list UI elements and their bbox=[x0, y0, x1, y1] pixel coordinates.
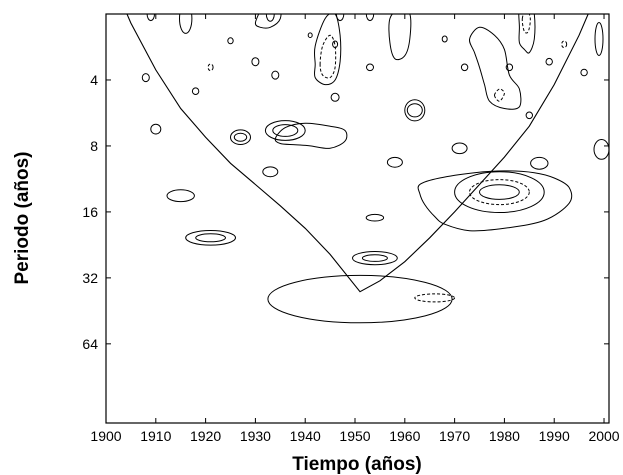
solid-contour bbox=[518, 14, 536, 54]
y-tick-label: 16 bbox=[82, 204, 98, 220]
x-axis: 1900 1910 1920 1930 1940 1950 1960 1970 1980 1990… bbox=[90, 14, 620, 444]
dashed-contour bbox=[319, 34, 337, 79]
solid-contour bbox=[406, 103, 423, 118]
solid-contour bbox=[366, 63, 374, 72]
x-tick-label: 1910 bbox=[140, 428, 171, 444]
x-tick-label: 1960 bbox=[389, 428, 420, 444]
solid-contour bbox=[352, 251, 398, 266]
contours-layer bbox=[141, 0, 609, 324]
solid-contour bbox=[271, 70, 280, 80]
solid-contour bbox=[179, 14, 193, 34]
solid-contour bbox=[545, 57, 553, 66]
dashed-contour bbox=[493, 88, 505, 102]
solid-contour bbox=[150, 123, 162, 135]
solid-contour bbox=[594, 22, 604, 56]
x-tick-label: 1940 bbox=[290, 428, 321, 444]
solid-contour bbox=[166, 189, 195, 203]
dashed-contour bbox=[469, 179, 530, 206]
solid-contour bbox=[479, 184, 520, 200]
y-axis: 4 8 16 32 64 bbox=[82, 72, 609, 352]
solid-contour bbox=[265, 14, 275, 22]
y-tick-label: 64 bbox=[82, 336, 98, 352]
solid-contour bbox=[365, 213, 385, 222]
x-tick-label: 1980 bbox=[489, 428, 520, 444]
solid-contour bbox=[191, 87, 200, 95]
solid-contour bbox=[227, 37, 234, 45]
solid-contour bbox=[404, 99, 426, 122]
y-tick-label: 32 bbox=[82, 270, 98, 286]
solid-contour bbox=[251, 57, 260, 67]
solid-contour bbox=[141, 73, 150, 83]
plot-frame bbox=[105, 13, 610, 424]
y-tick-label: 8 bbox=[90, 138, 98, 154]
y-tick-label: 4 bbox=[90, 72, 98, 88]
dashed-contour bbox=[414, 293, 456, 303]
dashed-contour bbox=[561, 40, 568, 49]
solid-contour bbox=[460, 63, 469, 72]
x-axis-label: Tiempo (años) bbox=[292, 454, 422, 475]
x-tick-label: 2000 bbox=[588, 428, 619, 444]
y-axis-label: Periodo (años) bbox=[12, 151, 33, 284]
solid-contour bbox=[434, 0, 448, 4]
solid-contour bbox=[267, 274, 453, 324]
solid-contour bbox=[505, 63, 514, 72]
x-tick-label: 1920 bbox=[190, 428, 221, 444]
solid-contour bbox=[330, 92, 340, 102]
solid-contour bbox=[468, 26, 522, 110]
solid-contour bbox=[441, 35, 448, 43]
solid-contour bbox=[146, 14, 155, 22]
solid-contour bbox=[525, 111, 533, 120]
x-tick-label: 1950 bbox=[339, 428, 370, 444]
solid-contour bbox=[454, 171, 545, 214]
solid-contour bbox=[335, 14, 345, 22]
x-tick-label: 1930 bbox=[240, 428, 271, 444]
solid-contour bbox=[233, 132, 248, 142]
solid-contour bbox=[195, 233, 227, 243]
solid-contour bbox=[274, 122, 348, 149]
solid-contour bbox=[386, 156, 403, 168]
solid-contour bbox=[530, 156, 549, 170]
solid-contour bbox=[272, 124, 299, 137]
x-tick-label: 1990 bbox=[539, 428, 570, 444]
solid-contour bbox=[361, 254, 388, 262]
solid-contour bbox=[264, 120, 306, 141]
solid-contour bbox=[307, 32, 313, 39]
solid-contour bbox=[417, 170, 573, 232]
solid-contour bbox=[230, 129, 251, 145]
solid-contour bbox=[388, 14, 412, 61]
solid-contour bbox=[365, 14, 375, 22]
cone-of-influence-line bbox=[126, 14, 589, 293]
solid-contour bbox=[185, 230, 237, 246]
dashed-contour bbox=[207, 63, 214, 72]
solid-contour bbox=[451, 142, 468, 155]
solid-contour bbox=[593, 139, 609, 160]
solid-contour bbox=[254, 14, 282, 29]
solid-contour bbox=[313, 14, 342, 86]
solid-contour bbox=[262, 166, 279, 178]
solid-contour bbox=[580, 68, 588, 77]
x-tick-label: 1900 bbox=[90, 428, 121, 444]
dashed-contour bbox=[521, 14, 531, 34]
x-tick-label: 1970 bbox=[439, 428, 470, 444]
